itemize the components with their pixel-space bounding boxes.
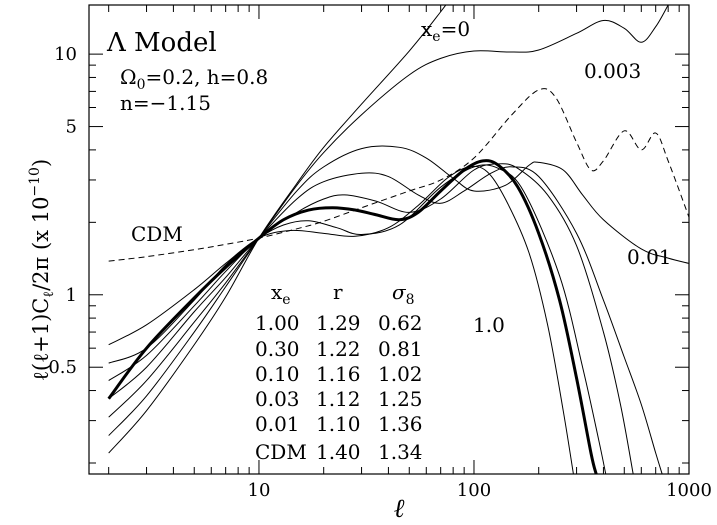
table-cell: 1.29	[316, 311, 361, 335]
table-header-sigma: σ8	[392, 280, 415, 308]
table-cell: 0.01	[255, 412, 300, 436]
y-tick-label: 10	[54, 44, 77, 65]
series-line-7	[107, 159, 598, 474]
y-tick-label: 1	[66, 285, 77, 306]
label-0003: 0.003	[584, 59, 641, 83]
table-cell: 1.00	[255, 311, 300, 335]
table-cell: 1.40	[316, 440, 361, 464]
model-title: Λ Model	[106, 28, 217, 58]
plot-frame	[88, 4, 690, 475]
label-10: 1.0	[473, 313, 505, 337]
model-n: n=−1.15	[120, 91, 211, 115]
series-line-4	[108, 166, 663, 474]
tick-labels-group: 10 100 1000 0.5 1 5 10	[48, 44, 712, 501]
table-cell: 0.30	[255, 337, 300, 361]
series-line-5	[108, 163, 634, 474]
label-xe0: xe=0	[421, 17, 470, 45]
series-line-1	[108, 5, 669, 436]
table-cell: 1.10	[316, 412, 361, 436]
x-tick-label: 10	[248, 480, 271, 501]
table-cell: 1.36	[378, 412, 423, 436]
ticks-group	[89, 5, 690, 474]
table-cell: 0.10	[255, 362, 300, 386]
model-omega: Ω0=0.2, h=0.8	[120, 65, 268, 93]
table-cell: 1.16	[316, 362, 361, 386]
table-cell: 1.12	[316, 387, 361, 411]
x-tick-label: 100	[457, 480, 491, 501]
table-header-xe: xe	[271, 280, 291, 308]
curves-group	[107, 5, 689, 474]
series-line-6	[108, 164, 607, 474]
table-header-r: r	[333, 280, 343, 304]
param-table: xe r σ8 1.00 1.29 0.62 0.30 1.22 0.81 0.…	[255, 280, 423, 464]
y-tick-label: 0.5	[48, 357, 77, 378]
table-cell: 0.03	[255, 387, 300, 411]
table-cell: 1.22	[316, 337, 361, 361]
series-line-2	[108, 88, 689, 262]
series-line-0	[108, 5, 447, 454]
label-cdm: CDM	[131, 222, 183, 246]
y-tick-label: 5	[66, 117, 77, 138]
table-cell: 0.81	[378, 337, 423, 361]
x-tick-label: 1000	[666, 480, 712, 501]
series-line-8	[108, 165, 574, 474]
table-cell: 1.34	[378, 440, 423, 464]
table-cell: 0.62	[378, 311, 423, 335]
table-cell: CDM	[255, 440, 307, 464]
x-axis-label: ℓ	[394, 494, 405, 524]
table-cell: 1.02	[378, 362, 423, 386]
label-001: 0.01	[627, 245, 672, 269]
y-axis-label: ℓ(ℓ+1)Cℓ/2π (x 10−10)	[27, 159, 57, 381]
table-cell: 1.25	[378, 387, 423, 411]
